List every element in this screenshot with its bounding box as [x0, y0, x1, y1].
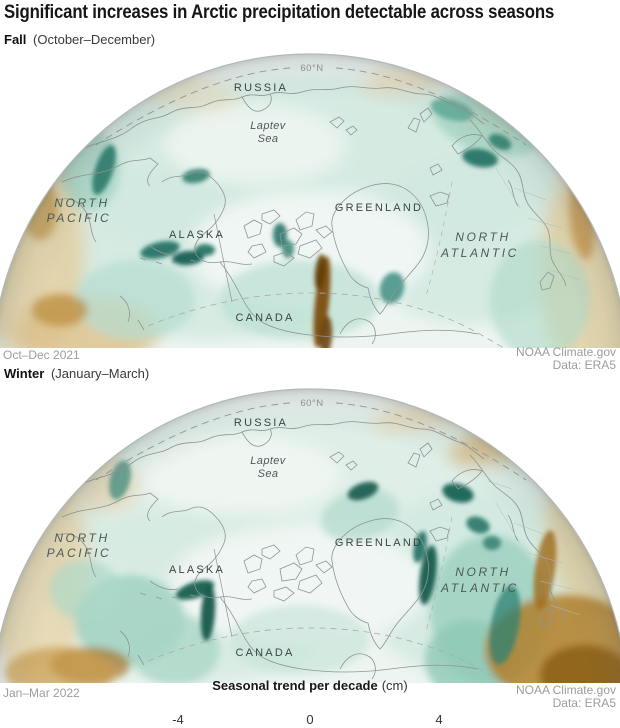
- label-canada: CANADA: [235, 312, 294, 324]
- label-north-pacific-line1: NORTH: [54, 531, 109, 545]
- credits-fall: NOAA Climate.gov Data: ERA5: [516, 346, 616, 372]
- legend-title: Seasonal trend per decade (cm): [0, 678, 620, 693]
- label-north-atlantic-line2: ATLANTIC: [440, 581, 519, 595]
- season-name-fall: Fall: [4, 32, 27, 47]
- season-heading-winter: Winter (January–March): [4, 366, 149, 381]
- winter-map: 60°N RUSSIA Laptev Sea NORTH PACIFIC ALA…: [0, 385, 620, 728]
- legend-tick-min: -4: [172, 712, 184, 727]
- season-name-winter: Winter: [4, 366, 45, 381]
- label-north-atlantic-line2: ATLANTIC: [440, 246, 519, 260]
- legend-tick-zero: 0: [306, 712, 314, 727]
- label-north-pacific-line1: NORTH: [54, 196, 109, 210]
- credit-source-winter: NOAA Climate.gov: [515, 683, 616, 697]
- legend-tick-max: 4: [435, 712, 443, 727]
- label-russia: RUSSIA: [234, 417, 288, 429]
- page-title: Significant increases in Arctic precipit…: [4, 1, 555, 23]
- label-greenland: GREENLAND: [335, 202, 423, 214]
- fall-map: 60°N RUSSIA Laptev Sea NORTH PACIFIC ALA…: [0, 50, 620, 691]
- label-laptev-sea-line2: Sea: [258, 133, 279, 145]
- label-60n: 60°N: [300, 398, 323, 409]
- label-laptev-sea-line1: Laptev: [250, 455, 287, 467]
- globe-map: 60°N RUSSIA Laptev Sea NORTH PACIFIC ALA…: [0, 388, 620, 728]
- label-alaska: ALASKA: [169, 229, 225, 241]
- label-laptev-sea-line2: Sea: [258, 468, 279, 480]
- globe-outline: [0, 388, 620, 640]
- season-range-winter: (January–March): [50, 366, 150, 381]
- label-north-atlantic-line1: NORTH: [455, 230, 510, 244]
- label-north-pacific-line2: PACIFIC: [47, 546, 112, 560]
- label-russia: RUSSIA: [234, 82, 288, 94]
- label-alaska: ALASKA: [169, 564, 225, 576]
- label-60n: 60°N: [300, 63, 323, 74]
- label-canada: CANADA: [235, 647, 294, 659]
- label-greenland: GREENLAND: [335, 537, 423, 549]
- globe-map: 60°N RUSSIA Laptev Sea NORTH PACIFIC ALA…: [0, 53, 620, 691]
- credit-data-fall: Data: ERA5: [552, 358, 616, 372]
- date-label-winter: Jan–Mar 2022: [3, 686, 80, 700]
- season-heading-fall: Fall (October–December): [4, 32, 155, 47]
- season-range-fall: (October–December): [33, 32, 156, 47]
- label-laptev-sea-line1: Laptev: [250, 120, 287, 132]
- label-north-pacific-line2: PACIFIC: [47, 211, 112, 225]
- credit-data-winter: Data: ERA5: [552, 696, 616, 710]
- label-north-atlantic-line1: NORTH: [455, 565, 510, 579]
- credit-source-fall: NOAA Climate.gov: [515, 345, 616, 359]
- legend-title-unit: (cm): [381, 678, 408, 693]
- date-label-fall: Oct–Dec 2021: [3, 348, 80, 362]
- credits-winter: NOAA Climate.gov Data: ERA5: [516, 684, 616, 710]
- legend-title-main: Seasonal trend per decade: [212, 678, 378, 693]
